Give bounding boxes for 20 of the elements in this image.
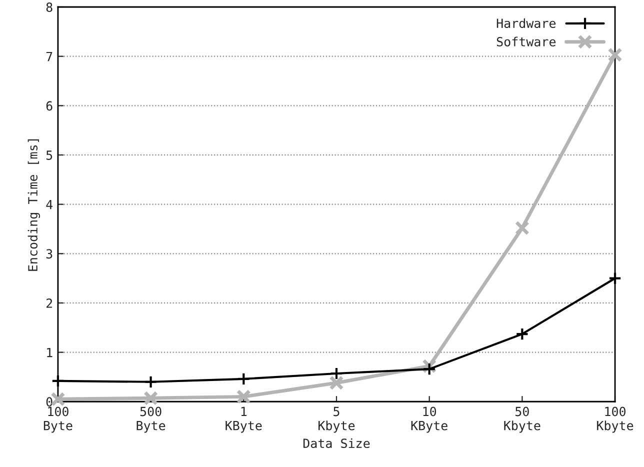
y-tick-label: 4	[46, 200, 52, 210]
y-tick-label: 8	[46, 2, 52, 12]
legend-label: Software	[496, 36, 556, 46]
x-tick-label: 1 KByte	[226, 406, 262, 433]
legend-label: Hardware	[496, 18, 556, 28]
y-axis-title: Encoding Time [ms]	[28, 139, 40, 271]
y-tick-label: 2	[46, 298, 52, 308]
x-tick-label: 500 Byte	[136, 406, 166, 433]
x-tick-label: 10 KByte	[411, 406, 448, 433]
y-tick-label: 3	[46, 249, 52, 259]
y-tick-label: 0	[46, 397, 52, 407]
x-tick-label: 5 Kbyte	[318, 406, 355, 433]
y-tick-label: 7	[46, 52, 52, 62]
y-tick-label: 5	[46, 150, 52, 160]
x-tick-label: 100 Byte	[44, 406, 72, 433]
y-tick-label: 6	[46, 101, 52, 111]
x-tick-label: 50 Kbyte	[504, 406, 540, 433]
y-tick-label: 1	[47, 348, 52, 358]
x-tick-label: 100 Kbyte	[597, 406, 634, 433]
x-axis-title: Data Size	[303, 438, 370, 448]
